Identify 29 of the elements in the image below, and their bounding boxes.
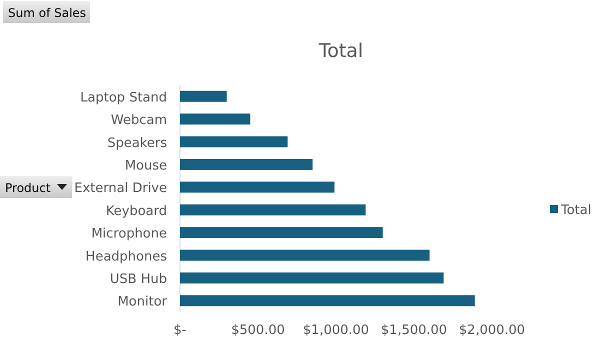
bar — [180, 295, 475, 306]
y-tick-label: Headphones — [86, 249, 168, 264]
y-tick-label: Mouse — [124, 158, 167, 174]
bar — [180, 272, 444, 284]
y-tick-label: USB Hub — [110, 272, 167, 287]
bar — [180, 90, 227, 102]
y-tick-label: Microphone — [91, 226, 167, 242]
bar — [180, 182, 334, 193]
x-tick-label: $1,500.00 — [380, 323, 448, 338]
x-tick-label: $1,000.00 — [302, 323, 370, 338]
y-tick-label: Keyboard — [106, 204, 167, 219]
y-tick-label: Laptop Stand — [80, 90, 167, 106]
legend-label: Total — [560, 203, 592, 218]
x-tick-label: $500.00 — [231, 323, 285, 338]
field-button: Sum of Sales — [3, 1, 90, 23]
bar — [180, 136, 288, 148]
chart-title: Total — [318, 40, 364, 62]
bar — [180, 227, 383, 238]
bar — [180, 114, 250, 125]
bar — [180, 204, 366, 216]
bar — [180, 250, 430, 261]
y-tick-label: Webcam — [110, 113, 167, 128]
y-axis-title: Product — [5, 181, 51, 195]
y-tick-label: External Drive — [74, 181, 167, 196]
bar — [180, 158, 313, 170]
y-tick-label: Monitor — [118, 294, 168, 310]
x-tick-label: $2,000.00 — [458, 323, 526, 338]
x-tick-label: $- — [174, 323, 187, 338]
y-tick-label: Speakers — [107, 136, 168, 151]
